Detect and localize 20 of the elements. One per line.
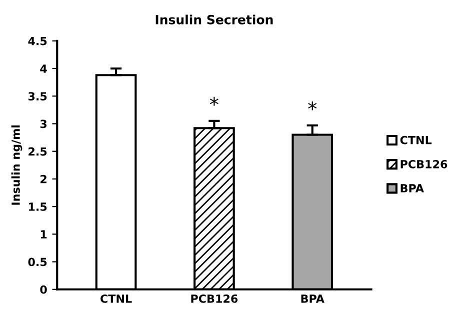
y-tick-label: 4: [40, 64, 47, 73]
y-tick-label: 0: [40, 285, 47, 294]
x-tick-label: PCB126: [191, 294, 238, 303]
legend-label: CTNL: [400, 136, 432, 144]
legend-label: BPA: [400, 184, 424, 192]
y-tick-label: 2.5: [28, 147, 47, 156]
y-tick-label: 0.5: [28, 258, 47, 266]
y-tick-label: 1: [40, 230, 47, 238]
legend-label: PCB126: [400, 160, 448, 168]
y-axis-title: Insulin ng/ml: [11, 125, 22, 205]
y-tick-label: 1.5: [28, 202, 47, 211]
y-tick-label: 2: [40, 174, 46, 184]
chart-title: Insulin Secretion: [156, 14, 273, 24]
y-tick-label: 3: [40, 120, 47, 128]
y-tick-label: 4.5: [28, 36, 47, 46]
annotation: *: [308, 101, 317, 110]
y-tick-label: 3.5: [28, 92, 47, 100]
x-tick-label: CTNL: [100, 294, 132, 303]
x-tick-label: BPA: [301, 294, 324, 303]
annotation: *: [210, 96, 218, 106]
